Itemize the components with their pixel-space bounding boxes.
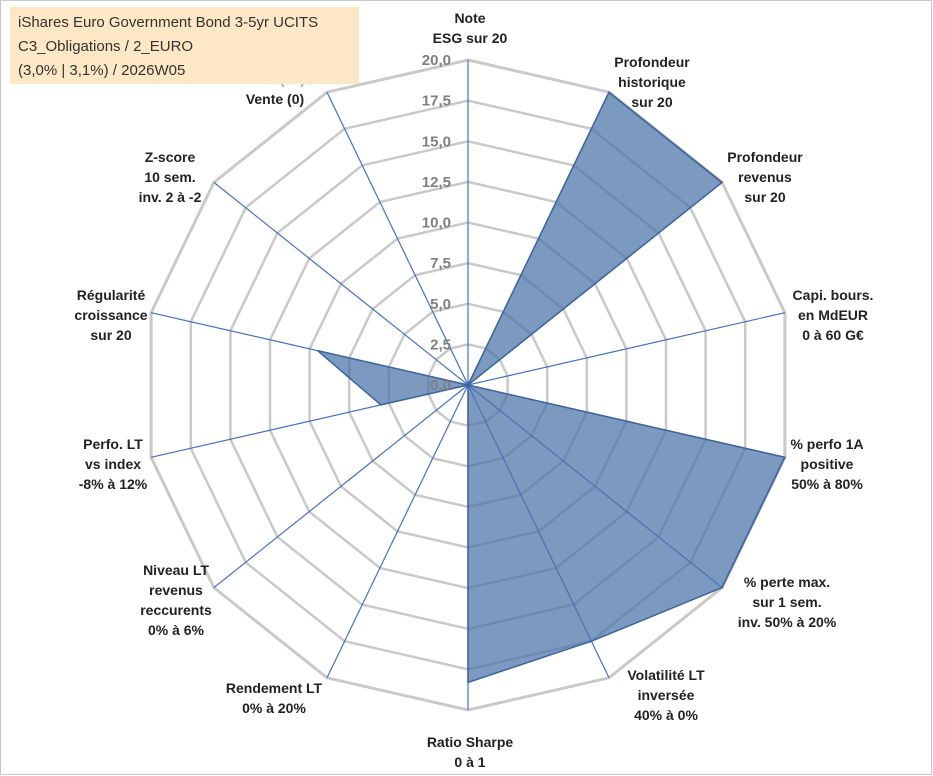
axis-label-line: % perte max.: [744, 574, 830, 590]
axis-label-line: Capi. bours.: [793, 287, 874, 303]
axis-label-line: 0% à 20%: [242, 700, 306, 716]
axis-label-line: inv. 50% à 20%: [738, 614, 837, 630]
axis-label-line: Ratio Sharpe: [427, 734, 514, 750]
axis-label-line: 10 sem.: [144, 169, 195, 185]
axis-label-line: Niveau LT: [143, 562, 209, 578]
axis-label-line: positive: [801, 456, 854, 472]
title-line-fund: iShares Euro Government Bond 3-5yr UCITS: [18, 14, 319, 31]
axis-label: Rendement LT 0% à 20%: [226, 680, 323, 716]
axis-label-line: Rendement LT: [226, 680, 323, 696]
axis-label-line: Vente (0): [246, 91, 304, 107]
axis-label: Capi. bours. en MdEUR 0 à 60 G€: [793, 287, 874, 343]
title-box: iShares Euro Government Bond 3-5yr UCITS…: [10, 7, 359, 84]
tick-labels: 0,0 2,5 5,0 7,5 10,0 12,5 15,0 17,5 20,0: [422, 52, 451, 394]
axis-label-line: sur 20: [744, 189, 785, 205]
axis-label: Volatilité LT inversée 40% à 0%: [627, 667, 705, 723]
axis-label-line: Régularité: [77, 287, 146, 303]
axis-label-line: revenus: [738, 169, 792, 185]
axis-label-line: Note: [454, 10, 485, 26]
axis-label-line: 50% à 80%: [791, 476, 863, 492]
tick-label: 10,0: [422, 215, 451, 232]
tick-label: 0,0: [430, 377, 451, 394]
data-series: [317, 91, 786, 684]
axis-label-line: Volatilité LT: [627, 667, 705, 683]
axis-label: Profondeur revenus sur 20: [727, 149, 803, 205]
axis-spoke: [467, 312, 786, 386]
tick-label: 15,0: [422, 133, 451, 150]
axis-label-line: Z-score: [145, 149, 196, 165]
axis-spoke: [326, 384, 469, 679]
axis-label: Profondeur historique sur 20: [614, 54, 690, 110]
axis-label-line: ESG sur 20: [433, 30, 508, 46]
axis-label-line: vs index: [85, 456, 141, 472]
tick-label: 7,5: [430, 255, 451, 272]
axis-label-line: reccurents: [140, 602, 212, 618]
axis-label-line: en MdEUR: [798, 307, 868, 323]
axis-label-line: Profondeur: [727, 149, 803, 165]
series-area: [317, 91, 786, 684]
tick-label: 20,0: [422, 52, 451, 69]
tick-label: 17,5: [422, 93, 451, 110]
tick-label: 2,5: [430, 336, 451, 353]
axis-label: % perte max. sur 1 sem. inv. 50% à 20%: [738, 574, 837, 630]
axis-label-line: historique: [618, 74, 686, 90]
axis-label-line: 0 à 1: [454, 754, 485, 770]
axis-label-line: croissance: [74, 307, 147, 323]
axis-label: Note ESG sur 20: [433, 10, 508, 46]
axis-label: Z-score 10 sem. inv. 2 à -2: [139, 149, 202, 205]
axis-label: Niveau LT revenus reccurents 0% à 6%: [140, 562, 212, 638]
axis-label-line: inv. 2 à -2: [139, 189, 202, 205]
axis-label-line: Profondeur: [614, 54, 690, 70]
tick-label: 12,5: [422, 174, 451, 191]
title-line-category: C3_Obligations / 2_EURO: [18, 38, 194, 55]
axis-spoke: [213, 181, 469, 386]
axis-spoke: [326, 91, 469, 386]
axis-label: Perfo. LT vs index -8% à 12%: [79, 436, 148, 492]
axis-label-line: inversée: [638, 687, 695, 703]
axis-label-line: % perfo 1A: [790, 436, 863, 452]
axis-label-line: sur 20: [631, 94, 672, 110]
axis-label-line: sur 1 sem.: [752, 594, 821, 610]
axis-label-line: 40% à 0%: [634, 707, 698, 723]
axis-label-line: 0 à 60 G€: [802, 327, 864, 343]
axis-label-line: Perfo. LT: [83, 436, 143, 452]
axis-label-line: -8% à 12%: [79, 476, 148, 492]
axis-label: Ratio Sharpe 0 à 1: [427, 734, 514, 770]
axis-label: % perfo 1A positive 50% à 80%: [790, 436, 863, 492]
axis-label: Régularité croissance sur 20: [74, 287, 147, 343]
title-line-period: (3,0% | 3,1%) / 2026W05: [18, 62, 186, 79]
axis-label-line: revenus: [149, 582, 203, 598]
axis-label-line: 0% à 6%: [148, 622, 205, 638]
tick-label: 5,0: [430, 296, 451, 313]
axis-spoke: [213, 384, 469, 589]
axis-label-line: sur 20: [90, 327, 131, 343]
